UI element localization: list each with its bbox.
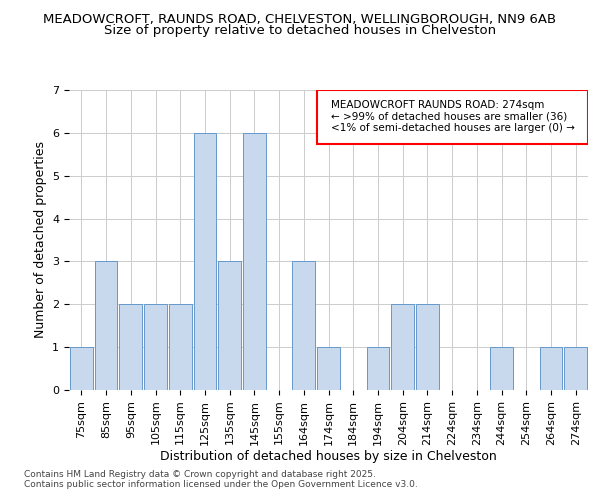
Bar [144,304,167,390]
Bar [169,304,191,390]
Bar [218,262,241,390]
Bar [243,133,266,390]
Text: MEADOWCROFT RAUNDS ROAD: 274sqm
← >99% of detached houses are smaller (36)
<1% o: MEADOWCROFT RAUNDS ROAD: 274sqm ← >99% o… [331,100,575,134]
Text: Size of property relative to detached houses in Chelveston: Size of property relative to detached ho… [104,24,496,37]
Y-axis label: Number of detached properties: Number of detached properties [34,142,47,338]
Text: MEADOWCROFT, RAUNDS ROAD, CHELVESTON, WELLINGBOROUGH, NN9 6AB: MEADOWCROFT, RAUNDS ROAD, CHELVESTON, WE… [43,12,557,26]
Bar [292,262,315,390]
Text: Contains public sector information licensed under the Open Government Licence v3: Contains public sector information licen… [24,480,418,489]
Bar [194,133,216,390]
Bar [539,347,562,390]
Bar [391,304,414,390]
Bar [317,90,588,144]
Bar [416,304,439,390]
Bar [70,347,93,390]
Bar [317,347,340,390]
Bar [367,347,389,390]
X-axis label: Distribution of detached houses by size in Chelveston: Distribution of detached houses by size … [160,450,497,464]
Bar [119,304,142,390]
Bar [490,347,513,390]
Text: Contains HM Land Registry data © Crown copyright and database right 2025.: Contains HM Land Registry data © Crown c… [24,470,376,479]
Bar [564,347,587,390]
Bar [95,262,118,390]
